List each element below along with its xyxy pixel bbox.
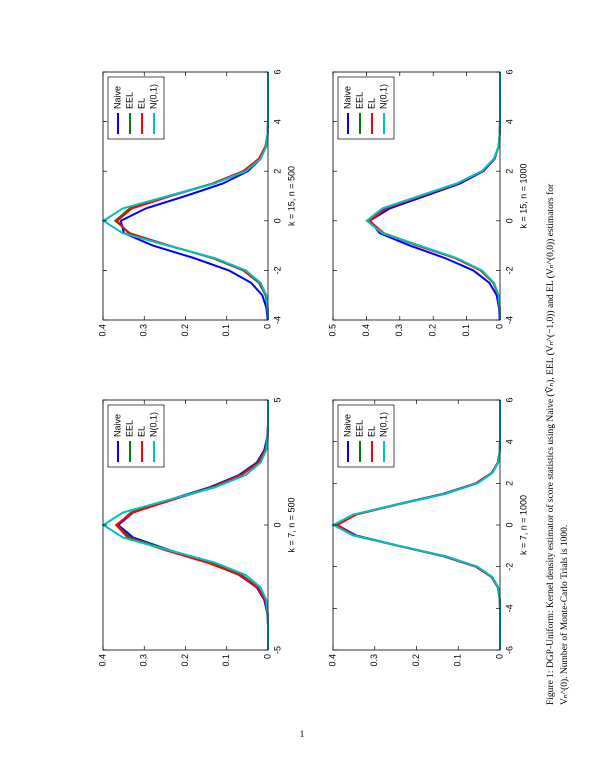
- legend-label: N(0,1): [148, 84, 158, 109]
- y-tick-label: 0.2: [180, 324, 190, 337]
- y-tick-label: 0.3: [369, 654, 379, 667]
- y-tick-label: 0.5: [327, 324, 337, 337]
- x-tick-label: 2: [504, 481, 514, 486]
- y-tick-label: 0.3: [139, 654, 149, 667]
- caption-line: Figure 1: DGP-Uniform: Kernel density es…: [543, 183, 556, 705]
- legend-label: EL: [366, 98, 376, 109]
- y-tick-label: 0.4: [361, 324, 371, 337]
- legend-label: Naive: [342, 86, 352, 109]
- chart: 0 0.1 0.2 0.3 0.4 -6 -4 -2 0 2 4 6 k = 7, n = 1000 Na…: [327, 397, 528, 666]
- x-tick-label: -6: [504, 646, 514, 654]
- y-tick-label: 0.3: [394, 324, 404, 337]
- y-tick-label: 0.2: [180, 654, 190, 667]
- y-tick-label: 0.4: [97, 654, 107, 667]
- x-tick-label: 4: [504, 119, 514, 124]
- x-tick-label: 6: [504, 397, 514, 402]
- legend-box: [107, 404, 165, 468]
- y-tick-label: 0.2: [411, 654, 421, 667]
- x-tick-label: -4: [504, 316, 514, 324]
- caption-line: Vₙ^(0). Number of Monte-Carlo Trials is …: [559, 525, 570, 705]
- y-tick-label: 0: [494, 324, 504, 329]
- x-tick-label: 6: [504, 69, 514, 74]
- y-tick-label: 0.4: [97, 324, 107, 337]
- x-tick-label: -2: [504, 266, 514, 274]
- chart: 0 0.1 0.2 0.3 0.4 0.5 -4 -2 0 2 4 6 k = 15, n = 1000…: [327, 69, 528, 336]
- x-axis-label: k = 7, n = 1000: [518, 495, 528, 555]
- y-tick-label: 0.4: [327, 654, 337, 667]
- y-tick-label: 0: [262, 654, 272, 659]
- y-tick-label: 0.1: [461, 324, 471, 337]
- y-tick-label: 0.1: [221, 654, 231, 667]
- legend-label: N(0,1): [378, 412, 388, 437]
- legend-box: [337, 76, 395, 140]
- axes-frame: [332, 71, 501, 321]
- y-tick-label: 0.1: [221, 324, 231, 337]
- x-tick-label: 4: [272, 119, 282, 124]
- rotated-figure: Figure 1: DGP-Uniform: Kernel density es…: [97, 69, 570, 705]
- y-tick-label: 0: [262, 324, 272, 329]
- legend-label: EEL: [124, 92, 134, 109]
- x-tick-label: 6: [272, 69, 282, 74]
- legend-label: EL: [366, 426, 376, 437]
- x-axis-label: k = 15, n = 1000: [518, 163, 528, 228]
- legend-label: N(0,1): [378, 84, 388, 109]
- x-tick-label: -5: [272, 646, 282, 654]
- x-axis-label: k = 15, n = 500: [286, 166, 296, 226]
- x-axis-label: k = 7, n = 500: [286, 497, 296, 552]
- legend-box: [107, 76, 165, 140]
- x-tick-label: -4: [272, 316, 282, 324]
- legend-label: Naive: [112, 86, 122, 109]
- x-tick-label: -2: [272, 266, 282, 274]
- legend-label: Naive: [112, 414, 122, 437]
- x-tick-label: 0: [272, 522, 282, 527]
- legend-label: N(0,1): [148, 412, 158, 437]
- legend-box: [337, 404, 395, 468]
- legend-label: EL: [136, 426, 146, 437]
- y-tick-label: 0.3: [139, 324, 149, 337]
- x-tick-label: 0: [272, 218, 282, 223]
- legend-label: EL: [136, 98, 146, 109]
- x-tick-label: 0: [504, 218, 514, 223]
- chart: 0 0.1 0.2 0.3 0.4 -4 -2 0 2 4 6 k = 15, n = 500 Naiv…: [97, 69, 296, 336]
- page-number: 1: [300, 730, 305, 740]
- legend-label: EEL: [354, 420, 364, 437]
- legend-label: EEL: [124, 420, 134, 437]
- x-tick-label: 4: [504, 439, 514, 444]
- x-tick-label: -4: [504, 604, 514, 612]
- legend-label: Naive: [342, 414, 352, 437]
- x-tick-label: 2: [272, 169, 282, 174]
- x-tick-label: -2: [504, 563, 514, 571]
- y-tick-label: 0: [494, 654, 504, 659]
- y-tick-label: 0.2: [428, 324, 438, 337]
- x-tick-label: 2: [504, 169, 514, 174]
- x-tick-label: 0: [504, 522, 514, 527]
- x-tick-label: 5: [272, 397, 282, 402]
- legend-label: EEL: [354, 92, 364, 109]
- y-tick-label: 0.1: [453, 654, 463, 667]
